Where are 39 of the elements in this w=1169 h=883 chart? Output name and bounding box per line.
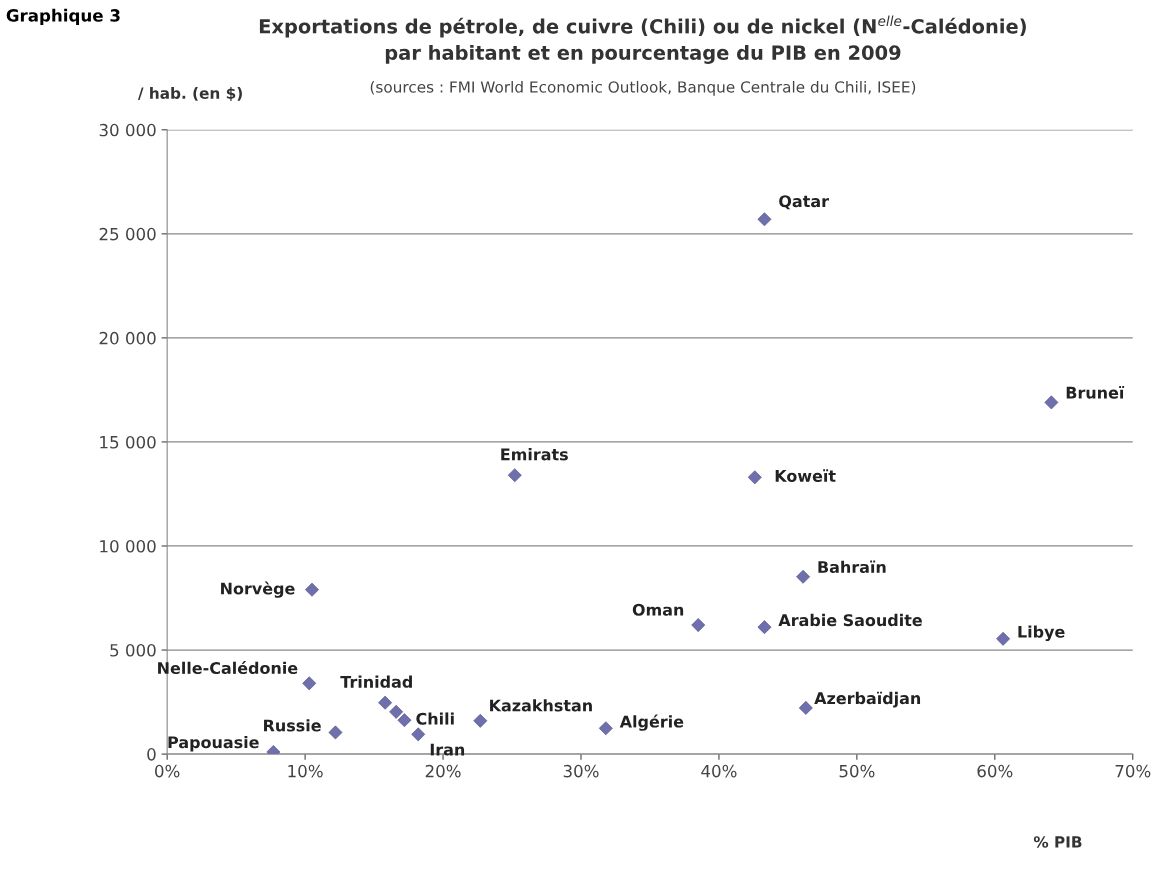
annotation: Koweït xyxy=(775,469,836,482)
x-tick-label: 0% xyxy=(155,764,180,778)
annotation: Trinidad xyxy=(340,675,412,688)
x-tick-label: 40% xyxy=(701,764,737,778)
annotation: Bruneï xyxy=(1066,386,1125,399)
annotation: Libye xyxy=(1018,625,1065,642)
x-tick-label: 20% xyxy=(425,764,461,778)
y-tick-label: 20 000 xyxy=(99,331,156,345)
annotation: Arabie Saoudite xyxy=(778,613,922,627)
y-tick-label: 5 000 xyxy=(110,644,156,657)
x-axis-title: % PIB xyxy=(1033,836,1082,848)
x-tick-label: 50% xyxy=(839,764,875,778)
annotation: Russie xyxy=(264,719,321,732)
annotation: Papouasie xyxy=(168,735,259,752)
annotation: Kazakhstan xyxy=(490,699,592,712)
annotation: Azerbaïdjan xyxy=(814,691,921,708)
y-tick-label: 0 xyxy=(147,748,156,761)
annotation: Iran xyxy=(430,743,465,756)
annotation: Algérie xyxy=(619,714,684,731)
point xyxy=(378,695,393,710)
annotation: Nelle-Calédonie xyxy=(158,661,298,675)
y-tick-label: 10 000 xyxy=(100,539,156,553)
annotation: Chili xyxy=(416,712,454,725)
x-tick-label: 10% xyxy=(288,764,323,778)
x-tick-label: 30% xyxy=(563,764,599,778)
annotation: Oman xyxy=(632,603,684,616)
x-tick-label: 70% xyxy=(1115,764,1151,778)
chart-title: Exportations de pétrole, de cuivre (Chili) ou de nickel (N$^{elle}$-Calédonie) par habitant et en pourcentage du PIB en 2009 xyxy=(259,15,1026,64)
text: Graphique 3 xyxy=(6,8,120,25)
y-tick-label: 15 000 xyxy=(100,435,156,449)
annotation: Qatar xyxy=(779,195,829,210)
y-tick-label: 30 000 xyxy=(99,123,156,137)
annotation: Bahraïn xyxy=(818,560,886,574)
y-tick-label: 25 000 xyxy=(99,227,156,241)
annotation: Emirats xyxy=(501,448,568,461)
y-axis-title: / hab. (en $) xyxy=(137,87,242,101)
chart-subtitle: (sources : FMI World Economic Outlook, Banque Centrale du Chili, ISEE) xyxy=(370,80,916,96)
annotation: Norvège xyxy=(221,581,295,598)
x-tick-label: 60% xyxy=(977,764,1013,778)
